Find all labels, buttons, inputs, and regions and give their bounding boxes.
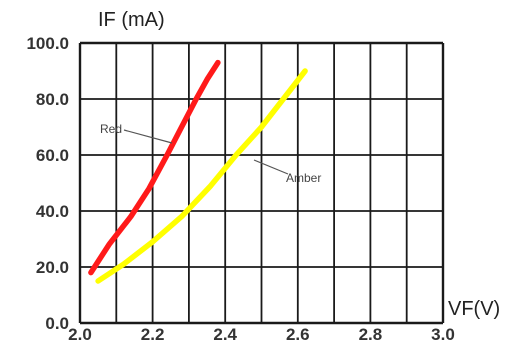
y-tick-label: 20.0 — [36, 258, 69, 277]
annotation-amber: Amber — [286, 171, 321, 185]
annotation-leader-amber — [253, 159, 289, 175]
y-tick-label: 40.0 — [36, 202, 69, 221]
grid — [78, 41, 445, 325]
y-tick-label: 60.0 — [36, 146, 69, 165]
y-tick-label: 0.0 — [45, 314, 69, 333]
x-tick-label: 2.8 — [359, 325, 383, 344]
x-tick-label: 2.4 — [213, 325, 237, 344]
annotation-leader-red — [123, 129, 173, 144]
x-tick-label: 2.2 — [141, 325, 165, 344]
series-line-amber — [95, 68, 308, 284]
series-line-red — [88, 59, 221, 276]
x-tick-label: 3.0 — [431, 325, 455, 344]
x-tick-label: 2.6 — [286, 325, 310, 344]
series-group — [88, 59, 308, 284]
y-tick-label: 100.0 — [26, 34, 69, 53]
annotation-red: Red — [100, 122, 122, 136]
tick-labels: 2.0 2.2 2.4 2.6 2.8 3.0 0.0 20.0 40.0 60.0 80.0 100… — [26, 34, 454, 344]
x-tick-label: 2.0 — [68, 325, 92, 344]
y-tick-label: 80.0 — [36, 90, 69, 109]
x-axis-title: VF(V) — [448, 298, 500, 320]
annotations: Red Amber — [100, 122, 321, 185]
y-axis-title: IF (mA) — [98, 9, 165, 31]
